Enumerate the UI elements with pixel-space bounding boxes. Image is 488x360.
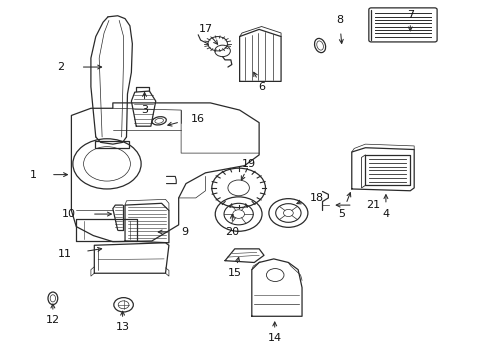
Text: 17: 17 [198,24,212,35]
Text: 6: 6 [258,82,264,92]
Text: 9: 9 [181,227,188,237]
Text: 7: 7 [406,10,413,20]
Text: 12: 12 [46,315,60,325]
Text: 15: 15 [227,268,241,278]
Bar [95,141,129,148]
Text: 14: 14 [267,333,281,343]
Text: 16: 16 [190,114,204,124]
Text: 4: 4 [382,209,388,219]
Text: 18: 18 [310,193,324,203]
Text: 8: 8 [335,15,343,26]
FancyBboxPatch shape [368,8,436,42]
Text: 19: 19 [242,159,256,169]
Text: 1: 1 [30,170,37,180]
Text: 2: 2 [57,62,64,72]
Text: 5: 5 [338,209,345,219]
Text: 10: 10 [62,209,76,219]
Text: 21: 21 [366,200,380,210]
Text: 11: 11 [57,248,71,258]
Text: 20: 20 [225,227,239,237]
Text: 13: 13 [115,322,129,332]
Text: 3: 3 [141,105,148,115]
